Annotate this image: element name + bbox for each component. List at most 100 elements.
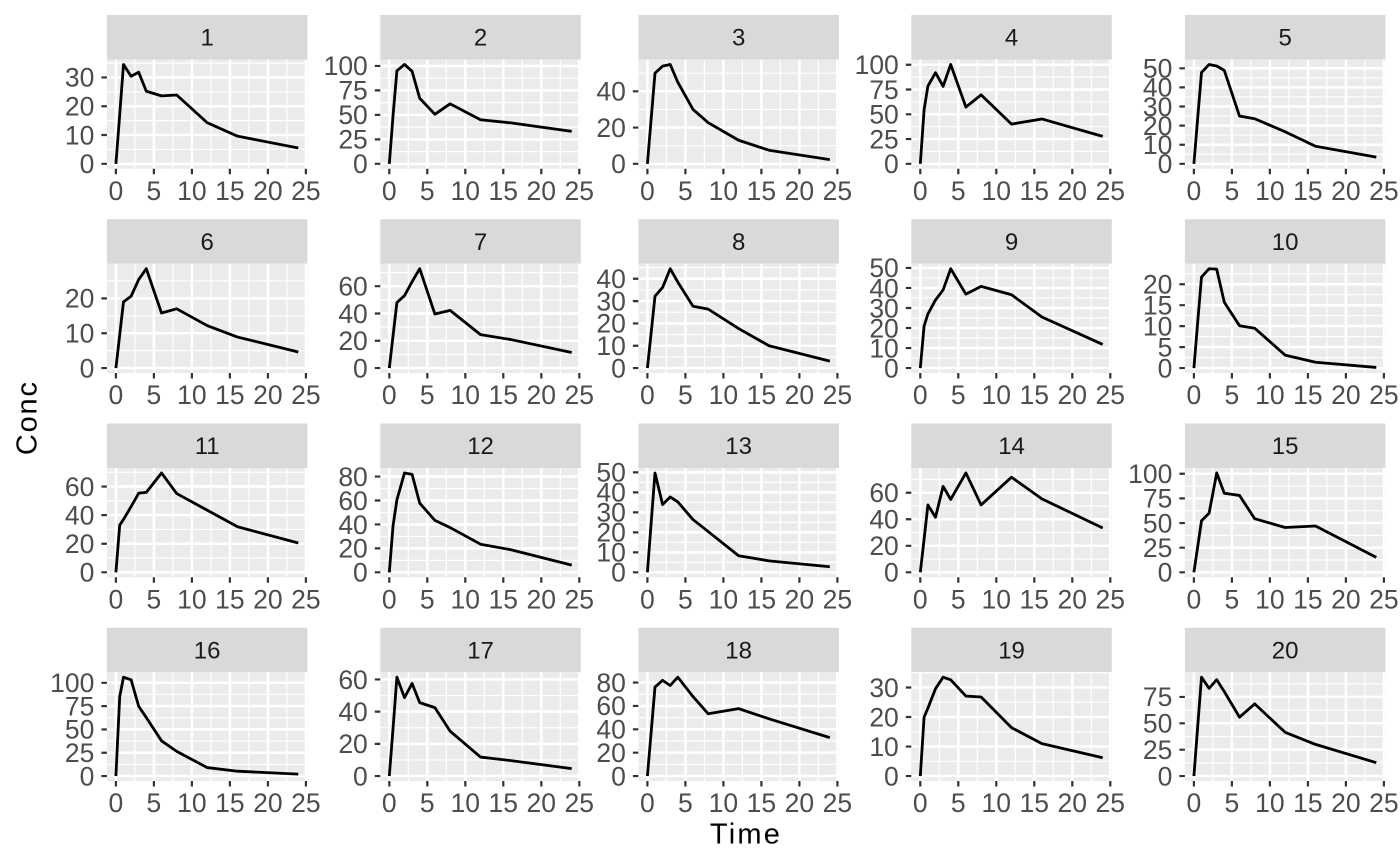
svg-text:20: 20 <box>527 584 556 614</box>
svg-text:5: 5 <box>951 788 966 818</box>
svg-text:0: 0 <box>913 176 928 206</box>
svg-text:75: 75 <box>869 75 898 105</box>
svg-text:20: 20 <box>338 534 367 564</box>
svg-text:15: 15 <box>215 176 244 206</box>
svg-text:100: 100 <box>50 668 94 698</box>
svg-text:20: 20 <box>1331 788 1360 818</box>
svg-text:80: 80 <box>596 668 625 698</box>
svg-text:0: 0 <box>913 380 928 410</box>
svg-text:40: 40 <box>869 273 898 303</box>
svg-text:10: 10 <box>1255 584 1284 614</box>
svg-text:20: 20 <box>527 176 556 206</box>
svg-text:0: 0 <box>382 380 397 410</box>
svg-text:25: 25 <box>1143 735 1172 765</box>
svg-text:10: 10 <box>177 176 206 206</box>
svg-text:10: 10 <box>177 584 206 614</box>
svg-text:20: 20 <box>596 518 625 548</box>
svg-text:100: 100 <box>324 51 368 81</box>
svg-text:10: 10 <box>1272 229 1299 256</box>
svg-text:100: 100 <box>855 50 899 80</box>
svg-text:10: 10 <box>451 176 480 206</box>
svg-text:10: 10 <box>65 319 94 349</box>
svg-text:15: 15 <box>489 584 518 614</box>
svg-text:15: 15 <box>1293 584 1322 614</box>
svg-text:20: 20 <box>65 284 94 314</box>
svg-text:0: 0 <box>611 761 626 791</box>
svg-text:20: 20 <box>527 380 556 410</box>
svg-text:60: 60 <box>65 472 94 502</box>
svg-text:10: 10 <box>709 176 738 206</box>
svg-text:25: 25 <box>291 584 320 614</box>
svg-text:0: 0 <box>353 149 368 179</box>
svg-text:25: 25 <box>565 584 594 614</box>
svg-text:5: 5 <box>147 380 162 410</box>
svg-text:0: 0 <box>1187 584 1202 614</box>
svg-text:80: 80 <box>338 462 367 492</box>
svg-text:15: 15 <box>747 176 776 206</box>
svg-text:0: 0 <box>1158 353 1173 383</box>
svg-text:10: 10 <box>177 788 206 818</box>
svg-text:5: 5 <box>1225 584 1240 614</box>
svg-text:40: 40 <box>338 697 367 727</box>
svg-text:20: 20 <box>1058 176 1087 206</box>
svg-text:Conc: Conc <box>12 380 44 455</box>
svg-text:0: 0 <box>640 380 655 410</box>
svg-text:2: 2 <box>474 25 487 52</box>
svg-text:20: 20 <box>338 729 367 759</box>
svg-text:60: 60 <box>338 271 367 301</box>
svg-text:40: 40 <box>596 478 625 508</box>
svg-text:30: 30 <box>596 498 625 528</box>
svg-text:30: 30 <box>596 286 625 316</box>
svg-text:25: 25 <box>869 124 898 154</box>
svg-text:15: 15 <box>1293 176 1322 206</box>
svg-text:20: 20 <box>253 788 282 818</box>
svg-text:60: 60 <box>338 665 367 695</box>
svg-text:7: 7 <box>474 229 487 256</box>
svg-text:6: 6 <box>200 229 213 256</box>
svg-text:0: 0 <box>382 176 397 206</box>
svg-text:18: 18 <box>725 637 752 664</box>
svg-text:12: 12 <box>467 433 494 460</box>
svg-text:3: 3 <box>732 25 745 52</box>
svg-text:20: 20 <box>253 176 282 206</box>
svg-text:10: 10 <box>709 788 738 818</box>
svg-text:0: 0 <box>80 353 95 383</box>
svg-text:19: 19 <box>998 637 1025 664</box>
svg-text:25: 25 <box>1143 533 1172 563</box>
svg-text:25: 25 <box>1096 176 1125 206</box>
svg-text:10: 10 <box>1143 130 1172 160</box>
svg-text:5: 5 <box>1158 332 1173 362</box>
svg-text:60: 60 <box>596 691 625 721</box>
svg-text:50: 50 <box>65 715 94 745</box>
svg-text:0: 0 <box>353 761 368 791</box>
svg-text:5: 5 <box>678 788 693 818</box>
svg-text:4: 4 <box>1005 25 1018 52</box>
svg-text:15: 15 <box>215 380 244 410</box>
svg-text:0: 0 <box>1187 788 1202 818</box>
svg-text:20: 20 <box>1143 270 1172 300</box>
svg-text:0: 0 <box>640 788 655 818</box>
svg-text:5: 5 <box>1225 176 1240 206</box>
svg-text:25: 25 <box>1096 788 1125 818</box>
svg-text:5: 5 <box>420 380 435 410</box>
svg-text:5: 5 <box>951 380 966 410</box>
svg-text:0: 0 <box>884 761 899 791</box>
svg-text:13: 13 <box>725 433 752 460</box>
svg-text:5: 5 <box>678 176 693 206</box>
svg-text:0: 0 <box>611 149 626 179</box>
svg-text:16: 16 <box>194 637 221 664</box>
svg-text:25: 25 <box>823 176 852 206</box>
svg-text:20: 20 <box>596 309 625 339</box>
svg-text:60: 60 <box>869 478 898 508</box>
svg-text:Time: Time <box>710 818 782 850</box>
svg-text:20: 20 <box>785 788 814 818</box>
svg-text:0: 0 <box>382 788 397 818</box>
svg-text:5: 5 <box>147 584 162 614</box>
svg-text:0: 0 <box>80 761 95 791</box>
svg-text:20: 20 <box>1058 788 1087 818</box>
svg-text:50: 50 <box>1143 54 1172 84</box>
svg-text:10: 10 <box>982 380 1011 410</box>
svg-text:0: 0 <box>611 558 626 588</box>
svg-text:10: 10 <box>709 584 738 614</box>
svg-text:15: 15 <box>747 584 776 614</box>
